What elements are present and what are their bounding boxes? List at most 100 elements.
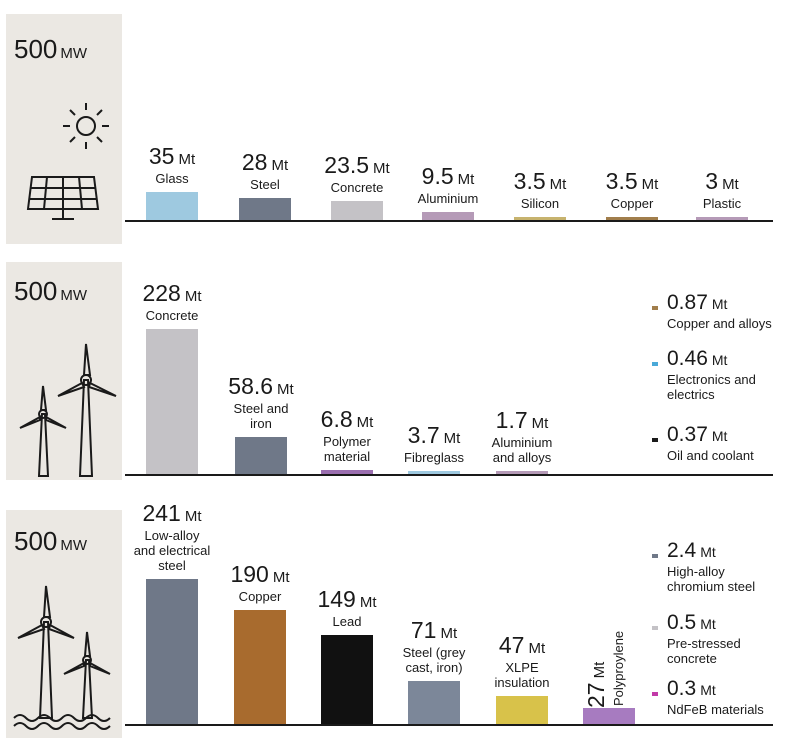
baseline bbox=[125, 220, 773, 222]
category-label: Low-alloy and electrical steel bbox=[133, 528, 211, 574]
value-unit: Mt bbox=[531, 415, 549, 432]
value-label: 28 Mt bbox=[241, 148, 289, 175]
value-label: 241 Mt bbox=[142, 502, 201, 525]
legend-label: High-alloy chromium steel bbox=[667, 564, 756, 594]
value-unit: Mt bbox=[528, 639, 546, 657]
value-number: 35 bbox=[148, 143, 175, 169]
value-label: 58.6 Mt bbox=[228, 372, 294, 399]
category-label: Steel bbox=[250, 176, 280, 192]
value-unit: Mt bbox=[184, 508, 202, 526]
value-label: 3.5 Mt bbox=[514, 170, 567, 193]
value-number: 3.5 bbox=[513, 168, 546, 194]
legend-label: NdFeB materials bbox=[667, 702, 764, 717]
bar bbox=[514, 217, 566, 220]
category-label: Polymer material bbox=[323, 433, 371, 464]
value-number: 47 bbox=[498, 631, 525, 658]
bar bbox=[696, 217, 748, 220]
value-unit: Mt bbox=[457, 171, 475, 189]
legend-label: Electronics and electrics bbox=[667, 372, 756, 402]
legend-label: Pre-stressed concrete bbox=[667, 636, 741, 666]
value-unit: Mt bbox=[184, 287, 202, 305]
legend-number: 0.87 bbox=[667, 291, 708, 314]
legend-unit: Mt bbox=[711, 428, 728, 444]
legend-number: 0.46 bbox=[667, 347, 708, 370]
value-number: 149 bbox=[317, 585, 356, 612]
solar-panel-section: 500 MW Glass 35 Mt Steel 28 Mt Concrete 23.5 Mt Al… bbox=[0, 14, 800, 244]
bar bbox=[235, 436, 287, 474]
legend-number: 0.3 bbox=[667, 677, 697, 700]
bar bbox=[422, 212, 474, 220]
value-unit: Mt bbox=[271, 156, 289, 174]
value-number: 190 bbox=[230, 561, 269, 587]
value-unit: Mt bbox=[356, 413, 374, 431]
value-number: 6.8 bbox=[320, 405, 353, 432]
bar bbox=[496, 695, 548, 724]
legend-number: 0.5 bbox=[667, 611, 697, 634]
category-label: Glass bbox=[155, 171, 189, 186]
value-number: 3.5 bbox=[605, 168, 638, 194]
legend-value: 0.5 Mt bbox=[667, 612, 716, 633]
capacity-label: 500 MW bbox=[14, 34, 88, 64]
value-number: 23.5 bbox=[324, 152, 370, 179]
value-number: 3.7 bbox=[407, 422, 440, 448]
value-unit: Mt bbox=[591, 661, 608, 679]
legend-unit: Mt bbox=[700, 544, 716, 560]
value-number: 58.6 bbox=[228, 372, 274, 399]
offshore-wind-section: 500 MW Low-alloy and electrical steel 241 M… bbox=[0, 502, 800, 738]
bar bbox=[239, 197, 291, 220]
bar bbox=[321, 469, 373, 474]
legend-swatch bbox=[652, 554, 658, 558]
legend-number: 0.37 bbox=[667, 423, 708, 446]
offshore-wind-turbine-icon bbox=[13, 585, 111, 730]
legend-value: 0.46 Mt bbox=[667, 348, 727, 369]
value-number: 71 bbox=[410, 617, 437, 644]
category-label: Polyproylene bbox=[611, 630, 626, 706]
category-label: Aluminium and alloys bbox=[491, 435, 553, 465]
baseline bbox=[125, 724, 773, 726]
bar bbox=[146, 328, 198, 474]
bar bbox=[321, 634, 373, 724]
bar bbox=[331, 201, 383, 220]
bar bbox=[146, 192, 198, 220]
value-number: 9.5 bbox=[421, 163, 454, 190]
legend-unit: Mt bbox=[700, 616, 716, 632]
value-unit: Mt bbox=[641, 176, 659, 193]
value-label: 3 Mt bbox=[705, 170, 738, 193]
legend-swatch bbox=[652, 692, 658, 696]
solar-panel-icon bbox=[26, 103, 109, 220]
value-unit: Mt bbox=[277, 380, 294, 398]
category-label: Steel and iron bbox=[233, 400, 289, 431]
onshore-sidebar bbox=[6, 262, 122, 480]
wind-turbine-icon bbox=[19, 343, 117, 477]
value-label: 23.5 Mt bbox=[324, 154, 389, 177]
bar bbox=[234, 610, 286, 724]
value-number: 28 bbox=[241, 148, 268, 175]
value-label: 47 Mt bbox=[498, 631, 546, 658]
legend-unit: Mt bbox=[711, 296, 728, 312]
category-label: Concrete bbox=[145, 307, 199, 323]
value-number: 228 bbox=[142, 279, 181, 306]
category-label: Steel (grey cast, iron) bbox=[402, 645, 466, 676]
bar bbox=[606, 217, 658, 220]
bar bbox=[146, 579, 198, 724]
category-label: Silicon bbox=[520, 196, 560, 211]
legend-label: Oil and coolant bbox=[667, 448, 754, 463]
value-number: 1.7 bbox=[495, 407, 528, 433]
capacity-label: 500 MW bbox=[14, 276, 88, 306]
value-label: 3.5 Mt bbox=[606, 170, 659, 193]
legend-value: 2.4 Mt bbox=[667, 540, 716, 561]
bar bbox=[408, 681, 460, 724]
value-unit: Mt bbox=[549, 176, 567, 193]
value-label: 71 Mt bbox=[411, 619, 457, 642]
value-unit: Mt bbox=[272, 569, 290, 586]
legend-swatch bbox=[652, 306, 658, 310]
category-label: Concrete bbox=[330, 180, 384, 196]
baseline bbox=[125, 474, 773, 476]
category-label: Plastic bbox=[702, 196, 742, 211]
value-unit: Mt bbox=[373, 160, 390, 178]
legend-value: 0.3 Mt bbox=[667, 678, 716, 699]
legend-label: Copper and alloys bbox=[667, 316, 772, 331]
value-number: 3 bbox=[705, 168, 719, 194]
capacity-label: 500 MW bbox=[14, 526, 88, 556]
bar bbox=[583, 707, 635, 724]
